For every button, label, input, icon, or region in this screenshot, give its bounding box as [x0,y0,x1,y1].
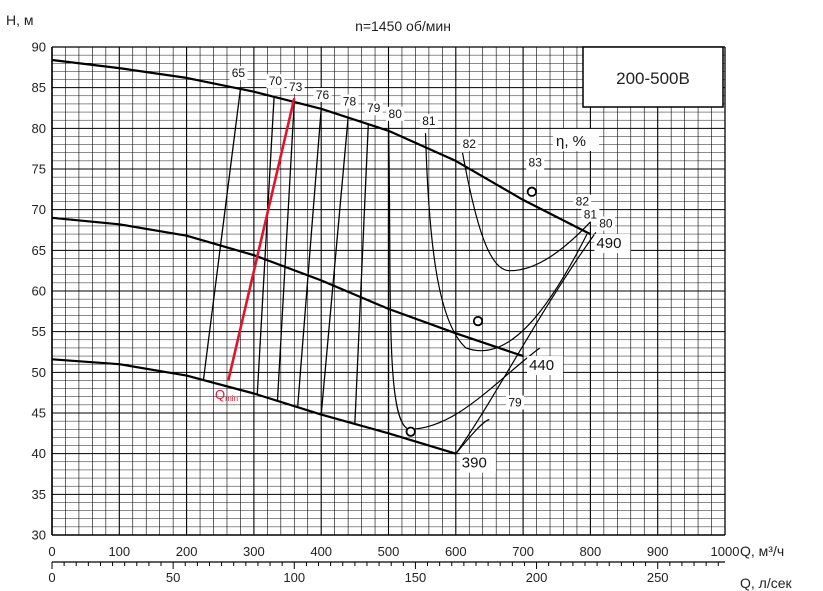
series-label-440: 440 [529,357,554,374]
x2-tick-label: 100 [283,570,305,585]
efficiency-label-bg [460,136,479,151]
efficiency-label: 81 [422,114,436,128]
efficiency-label: 80 [389,107,403,121]
efficiency-loop [455,232,597,455]
efficiency-label-bg [313,88,332,103]
x-tick-label: 800 [580,544,602,559]
efficiency-label-bg [596,216,615,231]
qmin-label: Qmin [215,387,238,403]
x2-tick-label: 200 [526,570,548,585]
efficiency-label: 83 [529,156,543,170]
efficiency-label: 79 [367,101,381,115]
efficiency-iso-line [354,124,369,425]
series-label-bg [459,453,496,473]
efficiency-unit-label: η, % [556,133,586,150]
efficiency-label: 82 [576,195,590,209]
y-tick-label: 60 [32,284,46,299]
efficiency-curves [202,88,597,455]
x-tick-label: 200 [176,544,198,559]
y-tick-label: 35 [32,487,46,502]
efficiency-label: 65 [232,66,246,80]
efficiency-label-bg [506,395,525,410]
bep-point [472,315,484,327]
y-tick-label: 75 [32,162,46,177]
x-tick-label: 700 [512,544,534,559]
qmin-label-main: Q [215,387,225,402]
efficiency-iso-line [256,96,275,395]
efficiency-iso-line [296,108,322,408]
impeller-curves [51,58,591,455]
efficiency-loop [424,133,588,352]
efficiency-label: 81 [584,208,598,222]
x-tick-label: 1000 [711,544,740,559]
y-tick-label: 40 [32,446,46,461]
bep-point [405,426,416,437]
efficiency-loop [455,418,490,455]
y-tick-label: 85 [32,80,46,95]
x2-tick-label: 0 [48,570,55,585]
efficiency-label: 82 [463,137,477,151]
efficiency-iso-line [202,88,242,381]
efficiency-label: 78 [343,95,357,109]
efficiency-loop [461,152,591,272]
qmin-label-sub: min [225,394,238,403]
efficiency-label: 73 [289,80,303,94]
impeller-curve-490 [51,58,591,236]
y-tick-label: 80 [32,121,46,136]
series-label-bg [527,356,564,376]
qmin-line [227,97,296,381]
y-tick-label: 90 [32,40,46,55]
efficiency-label: 80 [599,217,613,231]
efficiency-label-bg [340,94,359,109]
x-tick-label: 600 [445,544,467,559]
x-axis-label: Q, м³/ч [740,543,784,559]
x-tick-label: 400 [310,544,332,559]
x-tick-label: 100 [108,544,130,559]
efficiency-label-bg [419,114,438,129]
efficiency-label-bg [386,106,405,121]
y-tick-label: 70 [32,202,46,217]
efficiency-label-bg [581,207,600,222]
x2-tick-label: 150 [405,570,427,585]
chart-title: n=1450 об/мин [355,18,451,34]
model-label: 200-500В [616,69,690,88]
efficiency-label-bg [266,74,285,89]
impeller-curve-440 [51,216,524,358]
y-tick-label: 30 [32,528,46,543]
efficiency-label-bg [364,101,383,116]
impeller-curve-390 [51,358,457,455]
series-label-490: 490 [596,235,621,252]
x-tick-label: 500 [378,544,400,559]
x2-tick-label: 250 [647,570,669,585]
efficiency-label-bg [229,66,248,81]
series-label-bg [594,234,631,254]
y-tick-label: 50 [32,365,46,380]
efficiency-iso-line [276,101,295,401]
efficiency-label: 70 [269,74,283,88]
series-label-390: 390 [462,455,487,472]
x2-axis-label: Q, л/сек [740,575,793,591]
bep-point [526,186,537,197]
efficiency-label: 76 [316,88,330,102]
efficiency-iso-line [320,117,349,415]
x-tick-label: 300 [243,544,265,559]
y-tick-label: 45 [32,406,46,421]
efficiency-label: 79 [508,395,522,409]
y-tick-label: 55 [32,324,46,339]
model-box [582,46,724,108]
efficiency-label-bg [526,155,545,170]
efficiency-label-bg [573,194,592,209]
y-axis-label: H, м [6,12,34,28]
y-tick-label: 65 [32,243,46,258]
x-tick-label: 900 [647,544,669,559]
efficiency-loop [387,124,541,430]
efficiency-label-bg [286,79,305,94]
x2-tick-label: 50 [166,570,180,585]
x-tick-label: 0 [48,544,55,559]
